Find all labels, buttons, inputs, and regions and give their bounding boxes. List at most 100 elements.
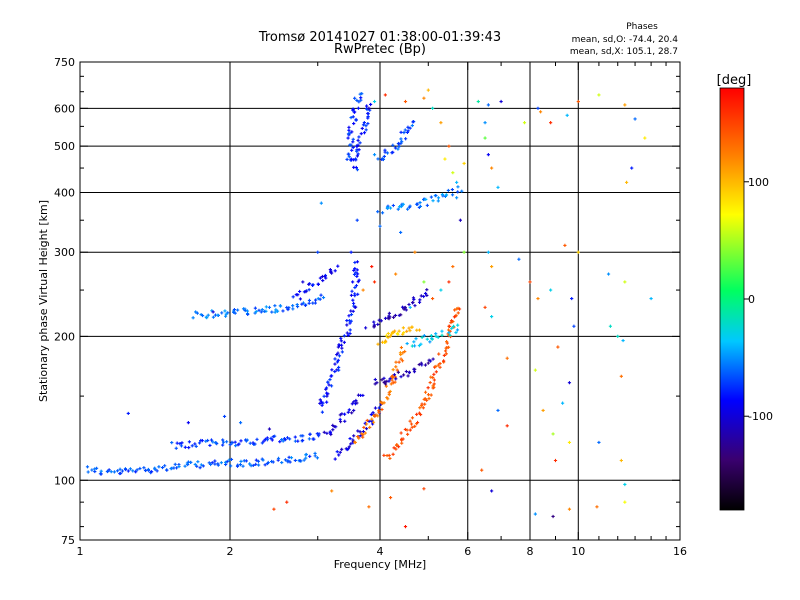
echo-point — [174, 466, 179, 470]
echo-point — [349, 250, 353, 254]
echo-point — [428, 340, 432, 344]
echo-point — [259, 310, 263, 314]
echo-point — [388, 495, 393, 500]
echo-point — [319, 293, 323, 297]
echo-point — [401, 326, 405, 330]
y-tick-label: 100 — [54, 474, 75, 487]
echo-point — [386, 335, 390, 340]
echo-point — [410, 425, 414, 429]
echo-point — [606, 272, 611, 276]
echo-point — [253, 306, 257, 310]
echo-point — [196, 460, 200, 464]
echo-point — [347, 128, 351, 132]
echo-point — [399, 357, 403, 361]
echo-point — [372, 99, 377, 104]
echo-point — [396, 370, 400, 374]
echo-point — [419, 342, 423, 346]
echo-point — [430, 296, 435, 301]
echo-point — [423, 397, 427, 401]
echo-point — [428, 380, 432, 385]
echo-point — [421, 406, 425, 410]
echo-point — [462, 161, 466, 166]
echo-point — [351, 158, 356, 162]
y-tick-label: 400 — [54, 186, 75, 199]
echo-point — [397, 360, 401, 364]
echo-point — [353, 260, 357, 265]
colorbar-ticks: 100 0 -100 — [744, 176, 773, 423]
echo-point — [419, 361, 423, 365]
echo-point — [325, 394, 329, 398]
echo-point — [298, 297, 303, 301]
echo-point — [278, 304, 283, 308]
echo-point — [394, 377, 398, 381]
echo-point — [388, 206, 393, 210]
echo-point — [124, 467, 128, 472]
echo-point — [608, 324, 613, 328]
echo-point — [345, 157, 349, 162]
echo-point — [434, 334, 438, 338]
echo-point — [241, 464, 245, 468]
echo-point — [200, 313, 205, 318]
echo-point — [446, 188, 450, 193]
echo-point — [364, 128, 368, 132]
echo-point — [413, 367, 417, 371]
echo-point — [633, 117, 637, 121]
x-tick-label: 1 — [77, 545, 84, 558]
echo-point — [403, 128, 407, 132]
echo-point — [99, 469, 103, 473]
echo-point — [410, 123, 414, 128]
echo-point — [401, 373, 406, 377]
echo-point — [210, 461, 214, 465]
echo-point — [286, 459, 290, 463]
echo-point — [270, 310, 274, 314]
echo-point — [330, 368, 334, 372]
echo-point — [232, 307, 237, 312]
echo-point — [388, 456, 392, 461]
echo-point — [405, 130, 410, 134]
echo-point — [408, 126, 412, 130]
echo-point — [194, 310, 198, 314]
echo-point — [355, 260, 360, 264]
echo-point — [442, 359, 446, 363]
echo-point — [352, 408, 356, 413]
echo-point — [572, 324, 576, 328]
echo-point — [431, 384, 435, 388]
echo-point — [417, 362, 421, 367]
echo-point — [346, 333, 350, 338]
echo-point — [349, 312, 354, 317]
echo-point — [172, 466, 176, 470]
echo-point — [385, 151, 390, 155]
echo-point — [301, 280, 305, 284]
echo-point — [353, 440, 357, 445]
echo-point — [350, 130, 354, 134]
echo-point — [213, 459, 217, 463]
echo-point — [356, 292, 360, 296]
echo-point — [199, 463, 203, 467]
echo-point — [347, 408, 351, 412]
echo-point — [353, 285, 357, 290]
echo-point — [337, 453, 341, 457]
echo-point — [94, 466, 99, 470]
echo-point — [408, 428, 412, 432]
echo-point — [388, 377, 392, 381]
echo-point — [370, 422, 375, 426]
echo-point — [413, 344, 417, 348]
echo-point — [348, 331, 352, 336]
echo-point — [411, 120, 415, 124]
echo-point — [356, 152, 360, 156]
echo-point — [406, 374, 410, 378]
echo-point — [490, 315, 494, 319]
echo-point — [380, 157, 385, 161]
echo-point — [230, 441, 234, 445]
echo-point — [483, 136, 487, 140]
echo-point — [200, 439, 204, 443]
echo-point — [244, 459, 248, 463]
echo-point — [453, 308, 457, 312]
echo-point — [229, 464, 233, 468]
echo-point — [420, 335, 424, 339]
echo-point — [407, 326, 411, 330]
echo-point — [348, 328, 352, 332]
echo-point — [431, 357, 435, 361]
echo-point — [476, 99, 480, 104]
echo-point — [373, 406, 378, 410]
